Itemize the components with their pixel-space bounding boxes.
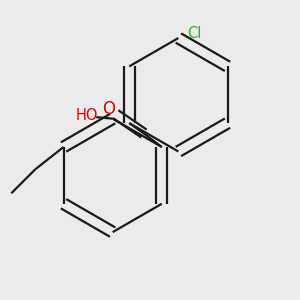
Text: HO: HO bbox=[76, 108, 98, 123]
Text: Cl: Cl bbox=[188, 26, 202, 41]
Text: O: O bbox=[103, 100, 116, 118]
